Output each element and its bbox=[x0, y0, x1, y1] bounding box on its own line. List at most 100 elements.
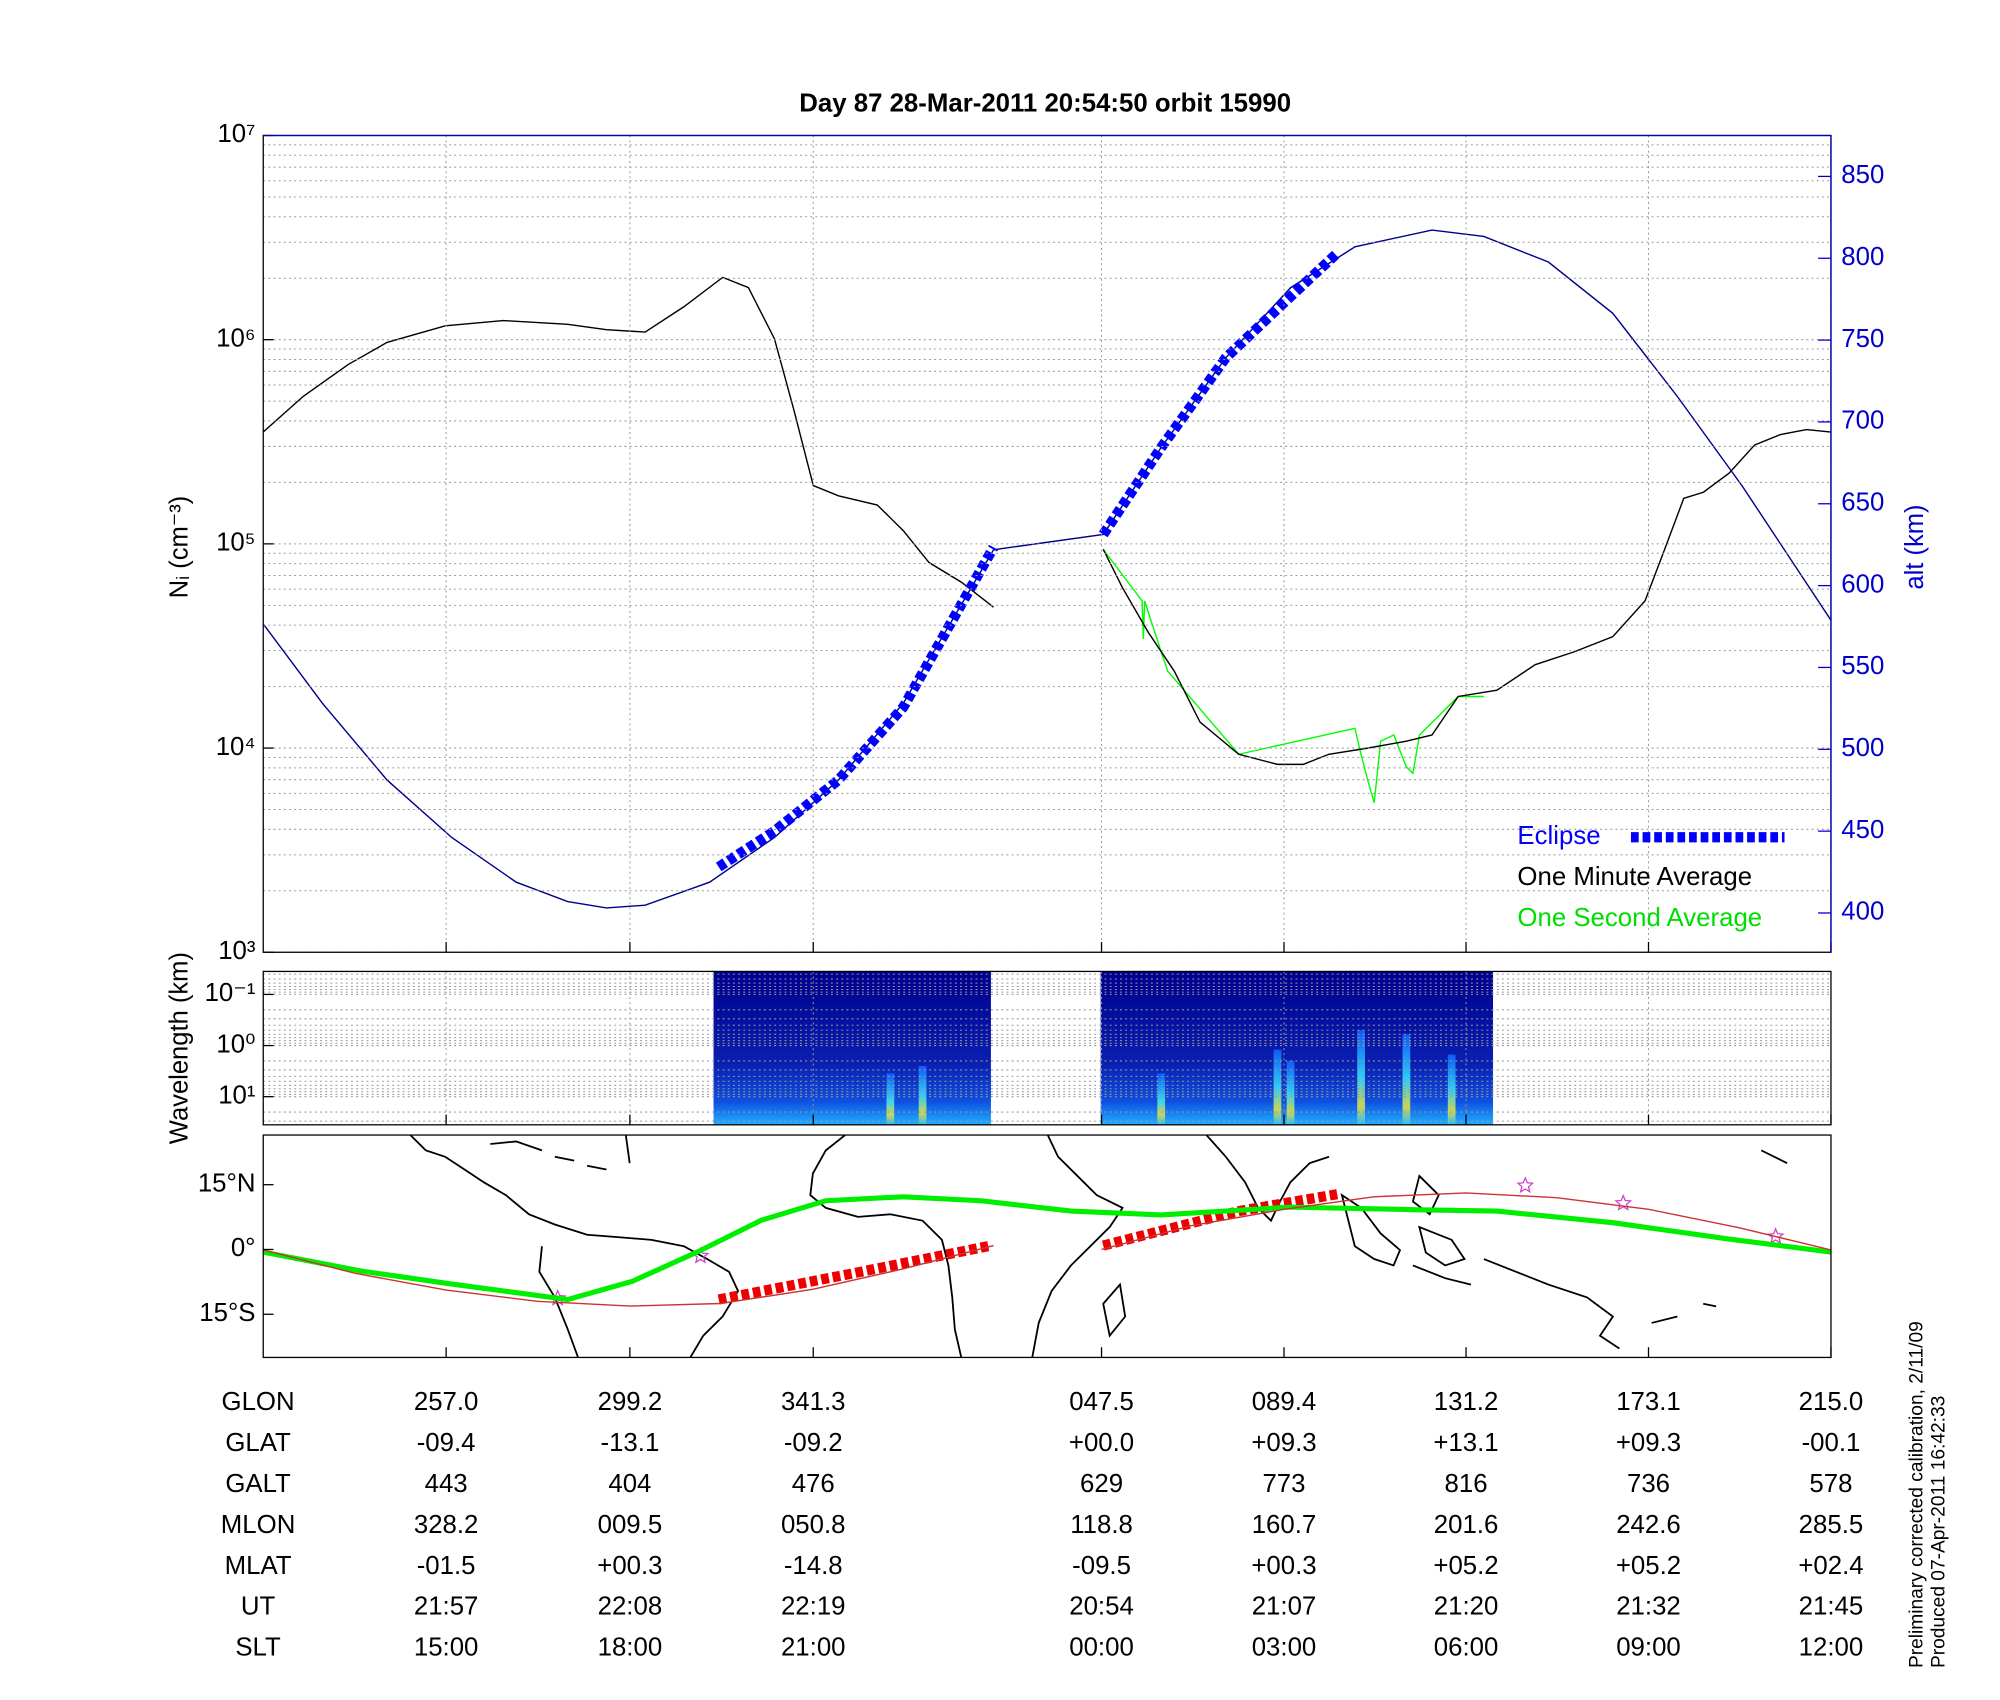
data-line bbox=[263, 1192, 1831, 1307]
table-cell: 215.0 bbox=[1799, 1388, 1864, 1416]
plot-area bbox=[263, 1176, 1831, 1307]
y2-tick-label: 850 bbox=[1841, 161, 1884, 189]
table-cell: 00:00 bbox=[1069, 1634, 1134, 1662]
table-cell: 22:08 bbox=[598, 1593, 663, 1621]
table-cell: 404 bbox=[608, 1470, 651, 1498]
spectrogram-burst bbox=[1286, 1060, 1295, 1125]
table-cell: 21:00 bbox=[781, 1634, 846, 1662]
y-tick-label: 10⁷ bbox=[217, 120, 255, 148]
y-tick-label: 10⁵ bbox=[216, 529, 255, 557]
table-cell: +09.3 bbox=[1616, 1429, 1681, 1457]
y2-tick-label: 500 bbox=[1841, 734, 1884, 762]
y2-tick-label: 550 bbox=[1841, 652, 1884, 680]
table-cell: 15:00 bbox=[414, 1634, 479, 1662]
coastline bbox=[809, 1135, 963, 1358]
coastline bbox=[1102, 1282, 1127, 1338]
table-cell: +00.3 bbox=[597, 1552, 662, 1580]
y-tick-label: 10¹ bbox=[218, 1082, 255, 1110]
table-cell: +05.2 bbox=[1433, 1552, 1498, 1580]
table-cell: 050.8 bbox=[781, 1511, 846, 1539]
table-cell: 06:00 bbox=[1434, 1634, 1499, 1662]
table-row-label: GALT bbox=[225, 1470, 291, 1498]
chart-title: Day 87 28-Mar-2011 20:54:50 orbit 15990 bbox=[799, 90, 1291, 118]
table-cell: 18:00 bbox=[598, 1634, 663, 1662]
table-cell: 578 bbox=[1809, 1470, 1852, 1498]
table-row-label: GLON bbox=[222, 1388, 295, 1416]
table-cell: 12:00 bbox=[1799, 1634, 1864, 1662]
table-cell: 242.6 bbox=[1616, 1511, 1681, 1539]
table-cell: 736 bbox=[1627, 1470, 1670, 1498]
eclipse-line bbox=[715, 249, 1341, 872]
table-cell: 773 bbox=[1262, 1470, 1305, 1498]
y-tick-label: 10⁶ bbox=[216, 325, 255, 353]
table-cell: 816 bbox=[1445, 1470, 1488, 1498]
table-cell: 20:54 bbox=[1069, 1593, 1134, 1621]
table-cell: 160.7 bbox=[1252, 1511, 1317, 1539]
y2-tick-label: 650 bbox=[1841, 489, 1884, 517]
data-line bbox=[263, 229, 1831, 909]
table-cell: 21:07 bbox=[1252, 1593, 1317, 1621]
y2-tick-label: 600 bbox=[1841, 570, 1884, 598]
y2-axis-label: alt (km) bbox=[1901, 504, 1929, 589]
y-axis-label: Nᵢ (cm⁻³) bbox=[165, 496, 193, 599]
table-cell: -09.4 bbox=[417, 1429, 476, 1457]
spectrogram-burst bbox=[1357, 1030, 1365, 1125]
y-tick-label: 15°S bbox=[199, 1299, 255, 1327]
table-cell: 131.2 bbox=[1434, 1388, 1499, 1416]
table-cell: 118.8 bbox=[1070, 1511, 1133, 1539]
table-row-label: MLON bbox=[221, 1511, 296, 1539]
spectrogram-burst bbox=[1157, 1073, 1166, 1125]
table-cell: 03:00 bbox=[1252, 1634, 1317, 1662]
table-cell: +00.0 bbox=[1069, 1429, 1134, 1457]
spectrogram-burst bbox=[1447, 1054, 1456, 1125]
legend-label: One Second Average bbox=[1517, 904, 1762, 932]
table-cell: 047.5 bbox=[1069, 1388, 1134, 1416]
panel: 10⁻¹ 10⁰ 10¹ bbox=[205, 970, 1832, 1126]
y2-tick-label: 700 bbox=[1841, 407, 1884, 435]
data-line bbox=[263, 276, 1831, 766]
data-line bbox=[263, 1194, 1831, 1303]
table-row-label: UT bbox=[241, 1593, 276, 1621]
y2-tick-label: 800 bbox=[1841, 243, 1884, 271]
plot-area bbox=[263, 229, 1831, 909]
legend-label: One Minute Average bbox=[1517, 863, 1752, 891]
spectrogram-burst bbox=[886, 1073, 895, 1125]
table-cell: -14.8 bbox=[784, 1552, 843, 1580]
table-cell: +13.1 bbox=[1433, 1429, 1498, 1457]
star-marker bbox=[1516, 1176, 1535, 1194]
y2-tick-label: 450 bbox=[1841, 816, 1884, 844]
spectrogram-block bbox=[1100, 971, 1494, 1125]
table-cell: 09:00 bbox=[1616, 1634, 1681, 1662]
table-cell: 201.6 bbox=[1434, 1511, 1499, 1539]
table-row-label: MLAT bbox=[225, 1552, 292, 1580]
table-cell: 21:20 bbox=[1434, 1593, 1499, 1621]
table-cell: 257.0 bbox=[414, 1388, 479, 1416]
axes-frame bbox=[262, 970, 1832, 1126]
legend-label: Eclipse bbox=[1517, 822, 1600, 850]
star-marker bbox=[1766, 1227, 1785, 1245]
panel: 15°S 0° 15°N bbox=[198, 1134, 1832, 1359]
table-cell: 21:32 bbox=[1616, 1593, 1681, 1621]
table-cell: -01.5 bbox=[417, 1552, 476, 1580]
table-cell: 341.3 bbox=[781, 1388, 846, 1416]
footnote: Preliminary corrected calibration, 2/11/… bbox=[1906, 1321, 1927, 1668]
y2-tick-label: 750 bbox=[1841, 325, 1884, 353]
axes-frame bbox=[262, 1134, 1832, 1359]
table-cell: 173.1 bbox=[1616, 1388, 1681, 1416]
table-cell: +09.3 bbox=[1251, 1429, 1316, 1457]
plot-area bbox=[713, 971, 1494, 1125]
table-cell: 22:19 bbox=[781, 1593, 846, 1621]
data-line bbox=[1102, 548, 1484, 803]
spectrogram-burst bbox=[918, 1065, 927, 1125]
spectrogram-burst bbox=[1273, 1049, 1282, 1125]
table-cell: -00.1 bbox=[1802, 1429, 1861, 1457]
table-row-label: GLAT bbox=[225, 1429, 291, 1457]
table-cell: 089.4 bbox=[1252, 1388, 1317, 1416]
table-cell: 21:57 bbox=[414, 1593, 479, 1621]
table-cell: -13.1 bbox=[601, 1429, 660, 1457]
table-cell: 328.2 bbox=[414, 1511, 479, 1539]
coastline bbox=[1205, 1135, 1330, 1223]
coastline bbox=[1411, 1149, 1788, 1350]
table-cell: -09.2 bbox=[784, 1429, 843, 1457]
